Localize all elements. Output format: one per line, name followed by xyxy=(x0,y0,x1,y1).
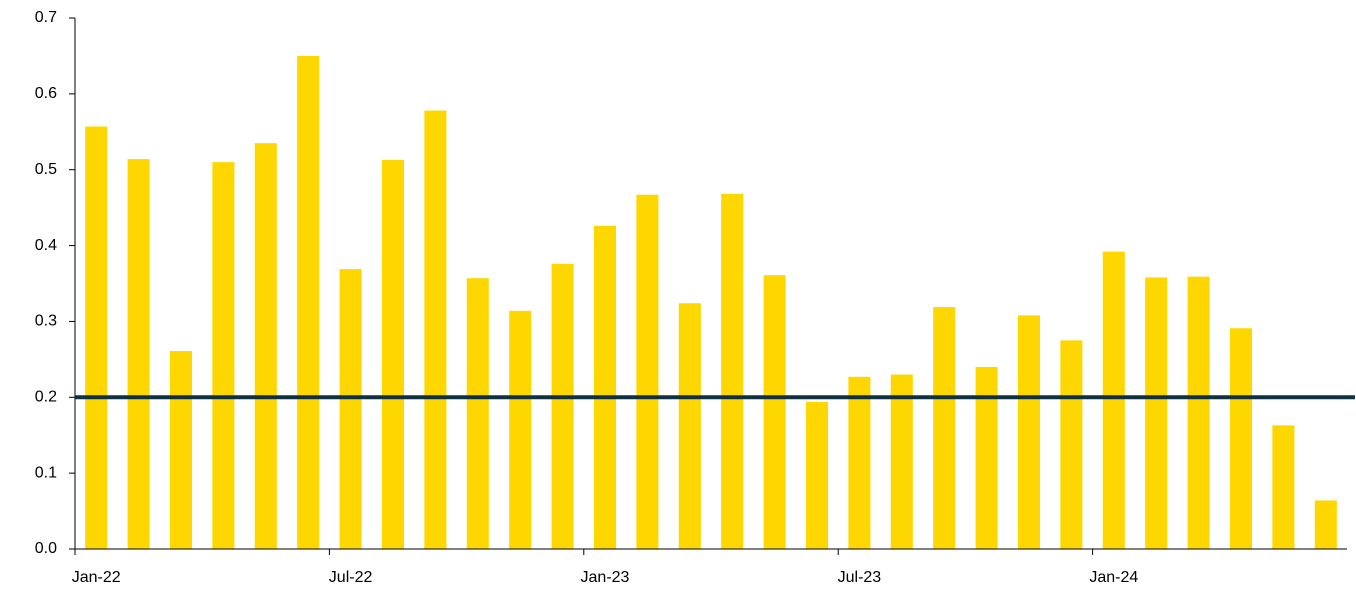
bar xyxy=(169,351,193,549)
bar xyxy=(1017,315,1041,549)
x-tick-label: Jan-24 xyxy=(1089,569,1138,586)
bar xyxy=(593,225,617,549)
bar xyxy=(1060,340,1083,549)
bar xyxy=(721,193,744,549)
bar xyxy=(763,275,786,549)
y-tick-label: 0.6 xyxy=(35,85,57,102)
bar xyxy=(551,263,574,549)
bar xyxy=(127,159,150,549)
bar xyxy=(636,194,659,550)
bar xyxy=(848,376,871,549)
y-tick-label: 0.2 xyxy=(35,389,57,406)
x-tick-label: Jan-22 xyxy=(72,569,121,586)
bar xyxy=(975,366,998,549)
bar xyxy=(1145,277,1168,549)
x-tick-label: Jul-23 xyxy=(838,569,882,586)
y-tick-label: 0.4 xyxy=(35,237,57,254)
bar xyxy=(1272,425,1295,549)
bar xyxy=(85,126,108,550)
bar xyxy=(381,159,405,550)
bar xyxy=(424,110,447,549)
bar xyxy=(466,278,489,549)
bar xyxy=(890,374,913,549)
y-tick-label: 0.1 xyxy=(35,464,57,481)
x-tick-label: Jul-22 xyxy=(329,569,373,586)
bar xyxy=(254,143,277,549)
y-tick-label: 0.5 xyxy=(35,161,57,178)
bar xyxy=(678,303,701,549)
bar xyxy=(933,307,956,549)
bar xyxy=(1229,328,1253,549)
bar xyxy=(1102,251,1125,549)
bar xyxy=(339,269,362,549)
y-tick-label: 0.3 xyxy=(35,313,57,330)
y-tick-label: 0.0 xyxy=(35,540,57,557)
bar xyxy=(212,162,235,549)
bar xyxy=(1187,276,1210,549)
bar xyxy=(805,401,829,549)
bar xyxy=(509,310,532,549)
y-tick-label: 0.7 xyxy=(35,9,57,26)
x-tick-label: Jan-23 xyxy=(581,569,630,586)
bar xyxy=(297,55,320,550)
bar xyxy=(1314,500,1337,549)
